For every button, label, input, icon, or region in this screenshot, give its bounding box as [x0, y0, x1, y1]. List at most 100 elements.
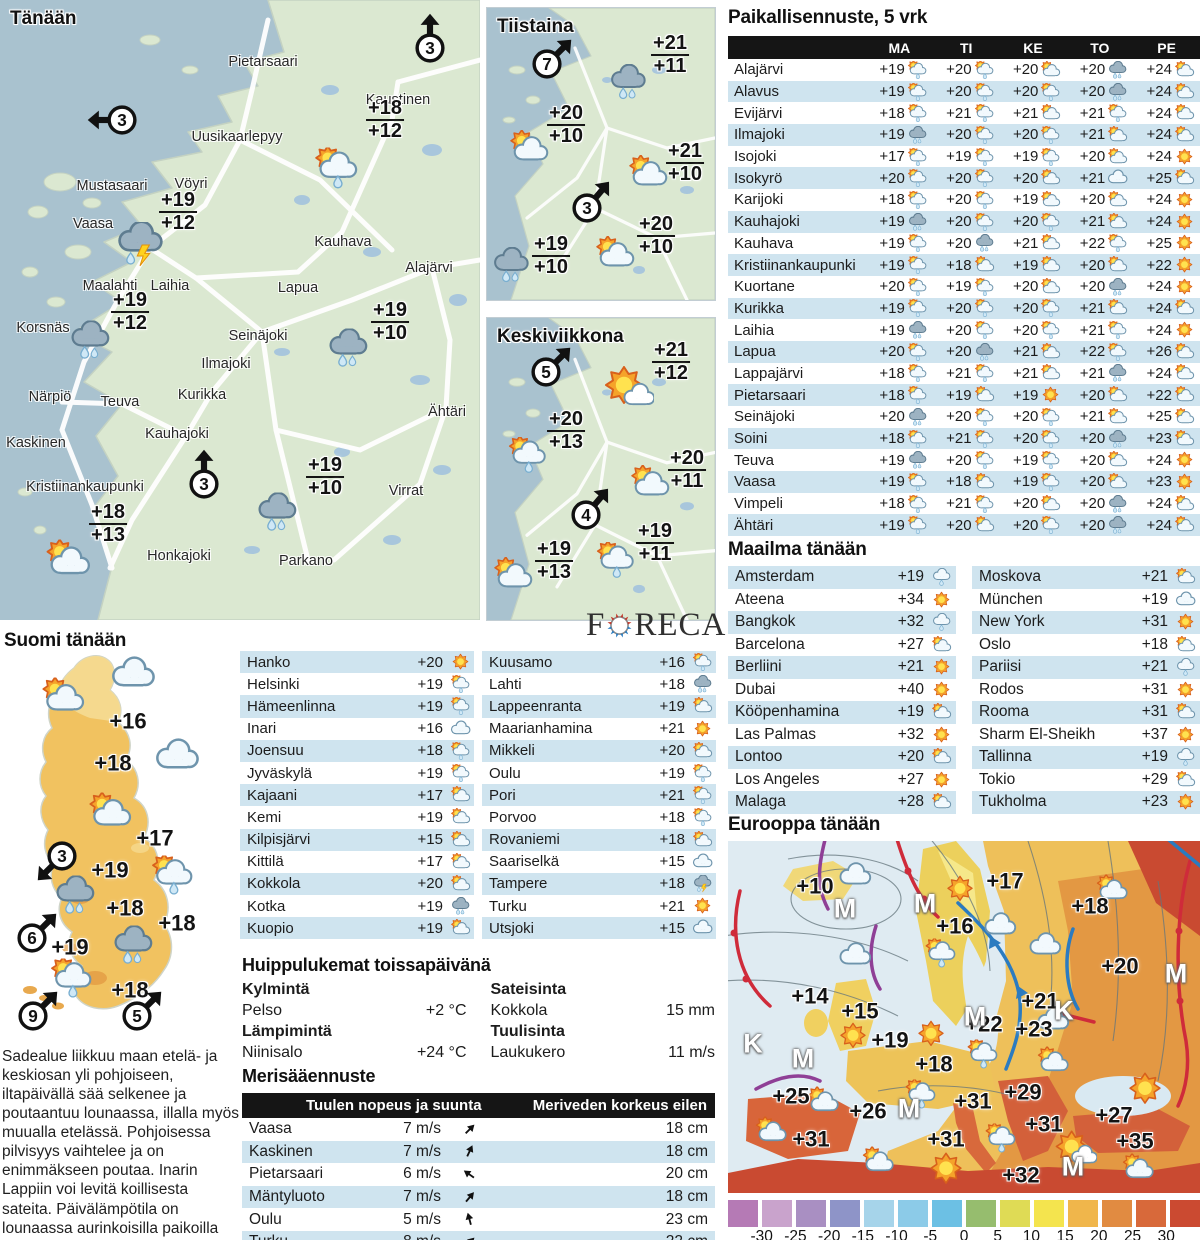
- forecast-cell: +19: [1000, 256, 1067, 274]
- forecast-cell: +24: [1133, 494, 1200, 513]
- world-section: Maailma tänään Amsterdam +19 Ateena +34 Bang…: [728, 539, 1200, 814]
- list-item: Rooma +31: [972, 701, 1200, 724]
- forecast-cell: +22: [1066, 342, 1133, 361]
- city-name: New York: [979, 613, 1045, 631]
- city-name: Alajärvi: [734, 61, 784, 79]
- temperature-value: +27: [897, 635, 924, 653]
- city-name: Malaga: [735, 793, 786, 811]
- temperature-value: +22: [1079, 343, 1106, 361]
- sun-icon: [1176, 213, 1193, 230]
- rain-gray-icon: [254, 492, 300, 532]
- temperature-value: +24: [1146, 495, 1172, 513]
- temperature-value: +20: [1012, 126, 1039, 144]
- rain-sun-icon: [974, 494, 993, 513]
- temperature-value: +18: [659, 675, 685, 693]
- forecast-cell: +19: [866, 516, 933, 535]
- temperature-value: +21: [1079, 408, 1106, 426]
- temperature-value: +20: [879, 278, 905, 296]
- list-item: Mikkeli +20: [482, 739, 716, 762]
- column-header: TO: [1090, 39, 1110, 56]
- map-place-label: Uusikaarlepyy: [191, 129, 283, 145]
- temperature-value: +29: [1141, 770, 1168, 788]
- cloud-icon: [1037, 1007, 1070, 1030]
- partly-icon: [492, 557, 534, 593]
- sun-icon: [1177, 726, 1194, 743]
- temperature-value: +21: [946, 495, 972, 513]
- temperature-value: +20: [946, 299, 972, 317]
- temperature-value: +20: [946, 213, 972, 231]
- partly-icon: [46, 539, 91, 575]
- forecast-cell: +19: [933, 386, 1000, 404]
- scale-label: 30: [1157, 1228, 1175, 1240]
- city-name: Kurikka: [734, 299, 785, 317]
- temperature-scale-labels: -30 -25 -20 -15 -10 -5 0 5 10 15 20 25 30: [728, 1227, 1200, 1240]
- rain-sun-icon: [907, 82, 927, 101]
- temperature-value: +16: [659, 653, 685, 671]
- forecast-cell: +23: [1133, 473, 1200, 491]
- finland-city-lists: Hanko +20 Helsinki +19 Hämeenlinna +19 Inari +1…: [240, 651, 716, 940]
- map-temperature: +17: [136, 825, 174, 851]
- finland-map: +16 +18 +17 +19 +18 +18 +19 +18 3 6 9 5: [0, 648, 240, 1033]
- rain-gray-icon: [114, 925, 153, 964]
- foreca-logo-reca: RECA: [634, 606, 727, 643]
- temperature-value: +20: [1012, 321, 1039, 339]
- europe-basemap: [728, 841, 1200, 1193]
- marine-col2-header: Meriveden korkeus eilen: [532, 1097, 707, 1114]
- temperature-value: +19: [1141, 590, 1168, 608]
- city-name: Los Angeles: [735, 770, 820, 788]
- station-name: Kaskinen: [249, 1142, 313, 1160]
- city-name: Las Palmas: [735, 725, 816, 743]
- forecast-cell: +20: [933, 234, 1000, 252]
- temperature-value: +19: [946, 278, 972, 296]
- forecast-cell: +23: [1133, 429, 1200, 448]
- city-name: Ähtäri: [734, 516, 774, 534]
- map-place-label: Laihia: [150, 278, 190, 294]
- records-title: Huippulukemat toissapäivänä: [242, 955, 491, 975]
- wind-speed: 7 m/s: [403, 1142, 441, 1160]
- rain-sun-icon: [450, 764, 470, 782]
- city-name: Moskova: [979, 568, 1042, 586]
- rain-sun-icon: [967, 1039, 998, 1069]
- table-row: Evijärvi +18 +21 +21 +21 +24: [728, 102, 1200, 124]
- map-temperature: +21 +10: [666, 140, 704, 185]
- cloud-icon: [838, 942, 872, 971]
- forecast-cell: +19: [866, 472, 933, 491]
- rain-sun-icon: [907, 299, 927, 318]
- rain-gray-icon: [1109, 82, 1127, 101]
- temperature-value: +24: [1146, 516, 1172, 534]
- partly-icon: [40, 677, 86, 717]
- temperature-value: +20: [946, 234, 972, 252]
- rain-sun-icon: [1041, 407, 1060, 426]
- partly-icon: [1037, 1046, 1069, 1072]
- rain-sun-icon: [692, 808, 712, 827]
- temperature-value: +22: [1079, 234, 1106, 252]
- city-name: Dubai: [735, 680, 776, 698]
- temperature-value: +31: [1141, 680, 1168, 698]
- rain-gray-icon: [908, 125, 927, 144]
- list-item: Kotka +19: [240, 895, 474, 917]
- mostly-sun-icon: [1053, 1130, 1097, 1168]
- svg-text:6: 6: [27, 928, 37, 948]
- map-temperature: +20 +10: [637, 213, 675, 258]
- temperature-value: +19: [879, 451, 905, 469]
- temperature-value: +23: [1146, 473, 1172, 491]
- city-name: Kuopio: [247, 919, 294, 937]
- partly-icon: [1108, 407, 1128, 424]
- column-header: PE: [1157, 39, 1176, 56]
- foreca-logo: F RECA: [586, 602, 726, 648]
- temperature-value: +15: [417, 831, 443, 849]
- city-name: Tampere: [489, 875, 548, 893]
- scale-swatch: [966, 1200, 996, 1227]
- map-today-title: Tänään: [10, 8, 77, 29]
- map-temperature: +16: [936, 913, 974, 939]
- temperature-value: +19: [417, 919, 443, 937]
- temperature-value: +20: [1079, 256, 1106, 274]
- finland-city-list-left: Hanko +20 Helsinki +19 Hämeenlinna +19 Inari +1…: [240, 651, 474, 940]
- europe-title: Eurooppa tänään: [728, 814, 881, 835]
- forecast-cell: +20: [933, 451, 1000, 470]
- map-place-label: Ähtäri: [428, 404, 466, 420]
- city-name: Hanko: [247, 653, 291, 671]
- temperature-value: +16: [417, 720, 443, 738]
- rain-sun-icon: [1041, 516, 1060, 535]
- list-item: Tampere +18: [482, 872, 716, 896]
